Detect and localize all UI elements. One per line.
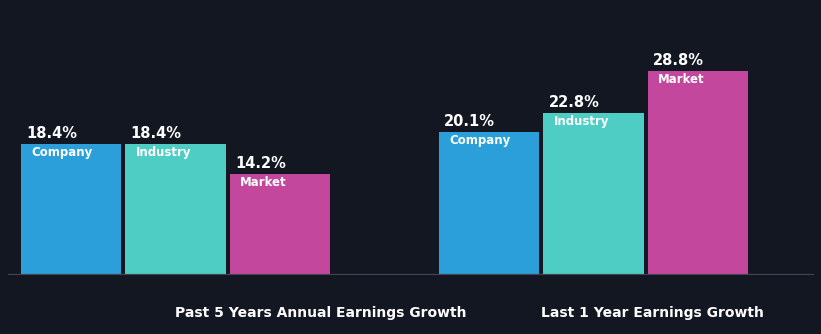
Text: Industry: Industry [135,146,191,159]
Text: 22.8%: 22.8% [548,95,599,110]
Bar [21,144,121,274]
Text: Industry: Industry [553,115,609,128]
Bar [126,144,226,274]
Text: 20.1%: 20.1% [444,114,495,129]
Text: Company: Company [31,146,93,159]
Text: 18.4%: 18.4% [26,126,77,141]
Bar [648,70,748,274]
Text: 28.8%: 28.8% [653,53,704,68]
Bar [544,113,644,274]
Text: 18.4%: 18.4% [131,126,181,141]
Text: Past 5 Years Annual Earnings Growth: Past 5 Years Annual Earnings Growth [176,306,467,320]
Bar [438,132,539,274]
Text: Company: Company [449,134,511,147]
Text: 14.2%: 14.2% [235,156,286,171]
Text: Last 1 Year Earnings Growth: Last 1 Year Earnings Growth [541,306,764,320]
Text: Market: Market [658,72,704,86]
Bar [230,174,330,274]
Text: Market: Market [241,176,287,189]
